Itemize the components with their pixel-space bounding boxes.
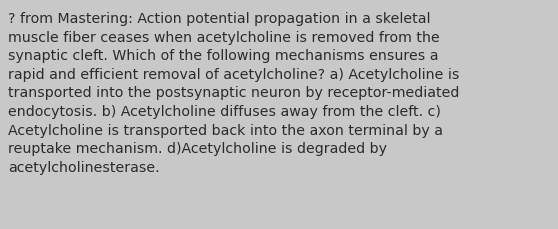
Text: ? from Mastering: Action potential propagation in a skeletal
muscle fiber ceases: ? from Mastering: Action potential propa… bbox=[8, 12, 459, 174]
